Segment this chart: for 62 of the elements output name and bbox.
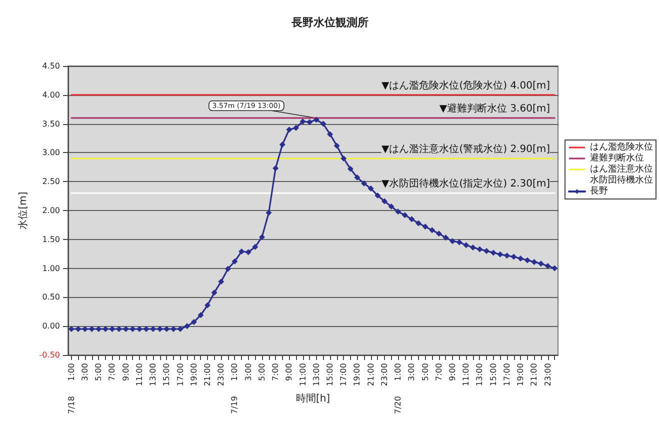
text: 水防団待機水位 <box>590 174 653 186</box>
y-tick-label: 0.00 <box>42 322 60 331</box>
x-tick-label: 17:00 <box>502 363 512 386</box>
x-tick-label: 3:00 <box>80 363 90 381</box>
x-tick-label: 23:00 <box>216 363 226 386</box>
y-tick-label: 0.50 <box>42 292 60 302</box>
x-tick-label: 3:00 <box>244 363 253 381</box>
y-tick-label: 2.00 <box>42 206 60 215</box>
x-tick-label: 21:00 <box>203 363 212 386</box>
y-tick-label: 1.00 <box>42 264 60 273</box>
x-tick-label: 7:00 <box>108 363 117 381</box>
x-tick-label: 3:00 <box>407 363 416 381</box>
x-tick-label: 1:00 <box>66 363 76 381</box>
x-tick-label: 19:00 <box>189 363 198 386</box>
y-tick-label: 4.50 <box>42 62 60 70</box>
x-tick-label: 23:00 <box>543 363 552 386</box>
y-tick-label: 2.50 <box>42 177 60 186</box>
x-tick-label: 13:00 <box>148 363 158 386</box>
x-tick-label: 13:00 <box>312 363 321 386</box>
x-tick-label: 9:00 <box>284 363 294 381</box>
x-tick-label: 9:00 <box>448 363 458 381</box>
annotation: ▼水防団待機水位(指定水位) 2.30[m] <box>382 178 550 190</box>
annotation: ▼避難判断水位 3.60[m] <box>439 102 550 115</box>
x-tick-label: 7:00 <box>434 363 444 381</box>
y-tick-label: -0.50 <box>39 350 60 360</box>
x-tick-label: 23:00 <box>380 363 389 386</box>
x-tick-label: 15:00 <box>162 363 172 386</box>
x-tick-label: 5:00 <box>420 363 430 381</box>
legend-label: はん濫危険水位 <box>590 142 653 152</box>
chart-title: 長野水位観測所 <box>290 16 368 29</box>
x-tick-label: 19:00 <box>516 363 526 386</box>
x-tick-label: 11:00 <box>134 363 144 386</box>
x-tick-label: 21:00 <box>530 363 539 386</box>
y-tick-label: 1.50 <box>42 234 60 244</box>
legend-label: 長野 <box>590 186 608 196</box>
y-axis-title: 水位[m] <box>16 192 29 230</box>
x-tick-label: 5:00 <box>257 363 266 381</box>
x-tick-label: 17:00 <box>176 363 185 386</box>
x-tick-label: 19:00 <box>352 363 362 386</box>
x-tick-label: 5:00 <box>94 363 104 381</box>
x-tick-label: 17:00 <box>339 363 348 386</box>
x-tick-label: 1:00 <box>394 363 403 381</box>
annotation: ▼はん濫注意水位(警戒水位) 2.90[m] <box>382 142 550 155</box>
x-tick-label: 11:00 <box>298 363 308 386</box>
x-tick-label: 15:00 <box>326 363 335 386</box>
x-tick-label: 13:00 <box>475 363 484 386</box>
legend-label: はん濫注意水位 <box>590 164 653 174</box>
y-tick-label: 3.00 <box>42 148 60 158</box>
legend-label: 避難判断水位 <box>590 152 644 164</box>
text: 7/18 <box>66 396 76 414</box>
x-axis-title: 時間[h] <box>296 392 330 404</box>
x-tick-label: 9:00 <box>121 363 130 381</box>
x-tick-label: 15:00 <box>488 363 498 386</box>
text: 7/20 <box>394 396 403 414</box>
y-tick-label: 4.00 <box>42 90 60 100</box>
x-tick-label: 1:00 <box>230 363 240 381</box>
y-tick-label: 3.50 <box>42 119 60 128</box>
x-tick-label: 11:00 <box>462 363 471 386</box>
annotation: ▼はん濫危険水位(危険水位) 4.00[m] <box>382 79 550 92</box>
x-tick-label: 7:00 <box>271 363 280 381</box>
text: 7/19 <box>230 396 240 414</box>
x-tick-label: 21:00 <box>366 363 376 386</box>
